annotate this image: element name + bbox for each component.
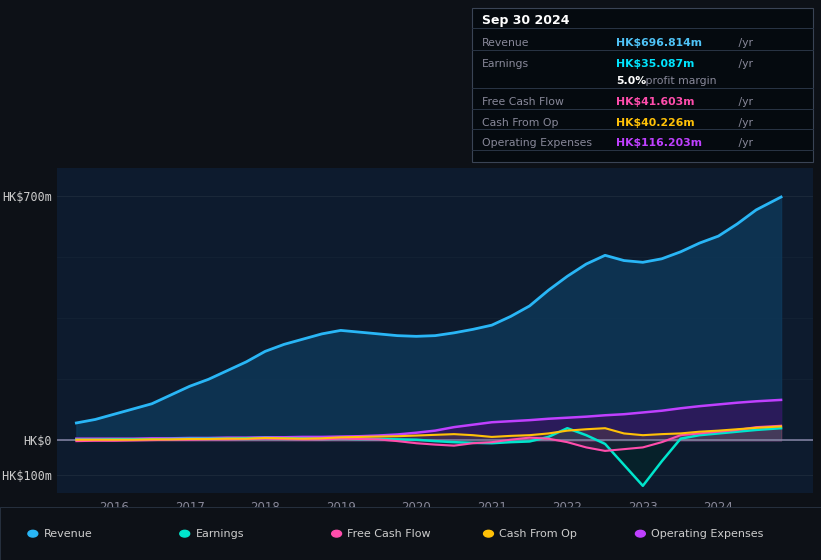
Text: Earnings: Earnings <box>195 529 244 539</box>
Text: HK$116.203m: HK$116.203m <box>616 138 702 148</box>
Text: Revenue: Revenue <box>44 529 92 539</box>
Text: Cash From Op: Cash From Op <box>499 529 577 539</box>
Text: HK$35.087m: HK$35.087m <box>616 59 694 69</box>
Text: Free Cash Flow: Free Cash Flow <box>482 97 564 108</box>
Text: Operating Expenses: Operating Expenses <box>482 138 592 148</box>
Text: /yr: /yr <box>735 138 753 148</box>
Text: Cash From Op: Cash From Op <box>482 118 558 128</box>
Text: /yr: /yr <box>735 118 753 128</box>
Text: 5.0%: 5.0% <box>616 76 646 86</box>
Text: /yr: /yr <box>735 38 753 48</box>
Text: /yr: /yr <box>735 59 753 69</box>
Text: HK$40.226m: HK$40.226m <box>616 118 695 128</box>
Text: /yr: /yr <box>735 97 753 108</box>
Text: profit margin: profit margin <box>642 76 717 86</box>
Text: Free Cash Flow: Free Cash Flow <box>347 529 431 539</box>
Text: Revenue: Revenue <box>482 38 530 48</box>
Text: HK$696.814m: HK$696.814m <box>616 38 702 48</box>
Text: Operating Expenses: Operating Expenses <box>651 529 764 539</box>
Text: HK$41.603m: HK$41.603m <box>616 97 695 108</box>
Text: Sep 30 2024: Sep 30 2024 <box>482 14 570 27</box>
Text: Earnings: Earnings <box>482 59 529 69</box>
